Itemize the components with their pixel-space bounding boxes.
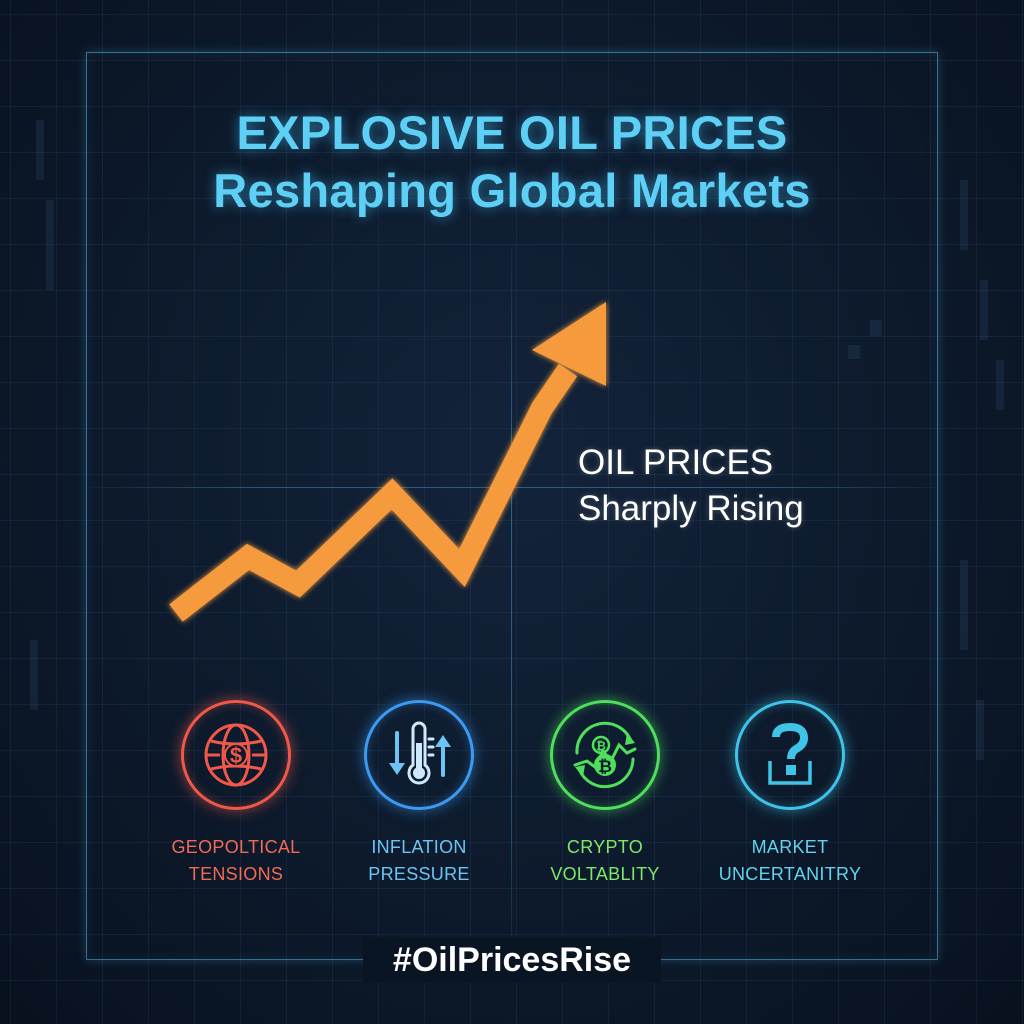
bitcoin-swirl-icon: ₿ ₿ — [573, 721, 637, 789]
factor-label-line-1: MARKET — [751, 837, 829, 857]
vertical-guide-line — [511, 248, 512, 958]
headline-line-1: EXPLOSIVE OIL PRICES — [236, 106, 788, 159]
factor-label-line-2: UNCERTANITRY — [718, 864, 862, 884]
svg-text:$: $ — [230, 743, 242, 768]
factor-inflation: INFLATION PRESSURE — [319, 700, 519, 888]
factor-market-uncertainty: MARKET UNCERTANITRY — [690, 700, 890, 888]
callout-line-1: OIL PRICES — [578, 443, 774, 482]
factor-label-line-1: INFLATION — [371, 837, 467, 857]
factor-label-line-2: TENSIONS — [188, 864, 284, 884]
callout-line-2: Sharply Rising — [578, 489, 804, 528]
headline-line-2: Reshaping Global Markets — [213, 164, 811, 217]
factor-geopolitical: $ GEOPOLTICAL TENSIONS — [136, 700, 336, 888]
factor-ring — [364, 700, 474, 810]
svg-text:₿: ₿ — [598, 757, 612, 776]
factor-ring: $ — [181, 700, 291, 810]
factor-crypto: ₿ ₿ CRYPTO VOLTABLITY — [505, 700, 705, 888]
factor-label-line-1: GEOPOLTICAL — [171, 837, 301, 857]
hashtag-text: #OilPricesRise — [362, 937, 662, 983]
thermometer-arrows-icon — [389, 721, 451, 785]
factor-label-line-2: VOLTABLITY — [550, 864, 660, 884]
svg-text:₿: ₿ — [596, 739, 606, 753]
factor-ring — [735, 700, 845, 810]
globe-dollar-icon: $ — [204, 723, 268, 787]
headline: EXPLOSIVE OIL PRICES Reshaping Global Ma… — [86, 104, 938, 220]
factor-ring: ₿ ₿ — [550, 700, 660, 810]
trend-arrow-head — [532, 302, 606, 386]
trend-arrow-line — [169, 363, 578, 622]
hashtag-bar: #OilPricesRise — [86, 937, 938, 983]
factor-label-line-1: CRYPTO — [566, 837, 644, 857]
factor-label-line-2: PRESSURE — [368, 864, 470, 884]
callout-text: OIL PRICES Sharply Rising — [578, 440, 804, 532]
question-box-icon — [768, 722, 812, 785]
